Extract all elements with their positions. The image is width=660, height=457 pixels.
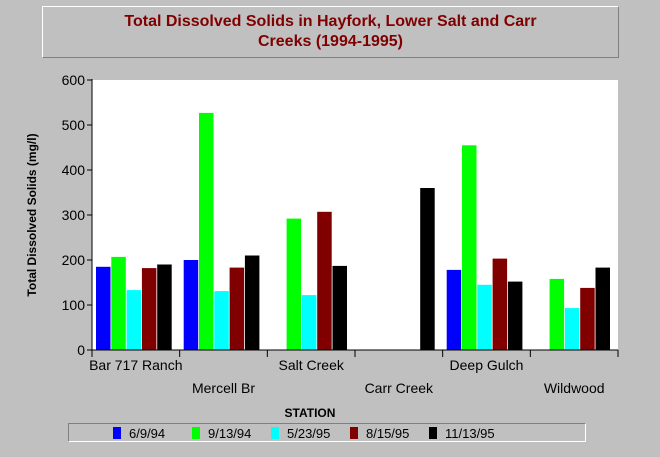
legend-label: 8/15/95 xyxy=(366,425,410,441)
legend-label: 5/23/95 xyxy=(287,425,331,441)
bar xyxy=(477,284,492,351)
legend-swatch xyxy=(429,427,437,439)
chart-title-line-1: Total Dissolved Solids in Hayfork, Lower… xyxy=(124,13,537,30)
bar xyxy=(446,269,462,350)
legend-swatch xyxy=(192,427,200,439)
bar xyxy=(332,265,347,350)
x-tick-label: Salt Creek xyxy=(279,357,345,373)
bar xyxy=(507,281,523,350)
bar xyxy=(96,266,111,351)
y-tick-label: 200 xyxy=(62,252,86,268)
legend-item: 9/13/94 xyxy=(192,425,252,441)
chart-title-line-2: Creeks (1994-1995) xyxy=(258,33,403,50)
bar xyxy=(317,211,332,350)
x-axis-label: STATION xyxy=(285,406,336,420)
bar xyxy=(157,264,172,350)
legend-swatch xyxy=(113,427,121,439)
x-tick-label: Deep Gulch xyxy=(450,357,524,373)
bar xyxy=(462,145,477,351)
bar xyxy=(126,290,142,350)
axis-layer: 0 100 200 300 400 500 600 Bar 717 Ranch Mercell … xyxy=(62,72,619,396)
legend-label: 6/9/94 xyxy=(129,425,166,441)
bar xyxy=(199,112,214,351)
legend-swatch xyxy=(271,427,279,439)
y-tick-label: 0 xyxy=(77,342,85,358)
y-tick-label: 600 xyxy=(62,72,86,88)
y-axis-label: Total Dissolved Solids (mg/l) xyxy=(25,133,39,296)
y-tick-label: 400 xyxy=(62,162,86,178)
y-tick-label: 100 xyxy=(62,297,86,313)
legend-item: 6/9/94 xyxy=(113,425,166,441)
y-tick-label: 300 xyxy=(62,207,86,223)
bar xyxy=(214,291,229,350)
x-tick-label: Carr Creek xyxy=(365,380,434,396)
bar xyxy=(549,278,565,350)
x-tick-label: Mercell Br xyxy=(192,380,255,396)
bar xyxy=(595,267,610,350)
x-tick-label: Bar 717 Ranch xyxy=(89,357,182,373)
legend-label: 9/13/94 xyxy=(208,425,252,441)
x-tick-label: Wildwood xyxy=(544,380,605,396)
legend-swatch xyxy=(350,427,358,439)
bar xyxy=(183,260,199,350)
bar xyxy=(420,188,435,350)
bar xyxy=(111,256,126,350)
y-tick-label: 500 xyxy=(62,117,86,133)
bar xyxy=(492,258,508,350)
bar xyxy=(580,287,595,350)
bar xyxy=(286,218,302,350)
bar xyxy=(229,267,245,350)
plot-area xyxy=(92,80,618,350)
bar xyxy=(301,295,317,350)
bar xyxy=(244,255,260,350)
legend-label: 11/13/95 xyxy=(445,425,495,441)
legend-item: 5/23/95 xyxy=(271,425,331,441)
legend-item: 11/13/95 xyxy=(429,425,495,441)
chart-title-box: Total Dissolved Solids in Hayfork, Lower… xyxy=(42,6,619,58)
legend: 6/9/94 9/13/94 5/23/95 8/15/95 11/13/95 xyxy=(68,423,586,442)
bar xyxy=(141,268,157,350)
legend-item: 8/15/95 xyxy=(350,425,410,441)
bar xyxy=(564,308,580,350)
bars-layer xyxy=(96,112,610,351)
